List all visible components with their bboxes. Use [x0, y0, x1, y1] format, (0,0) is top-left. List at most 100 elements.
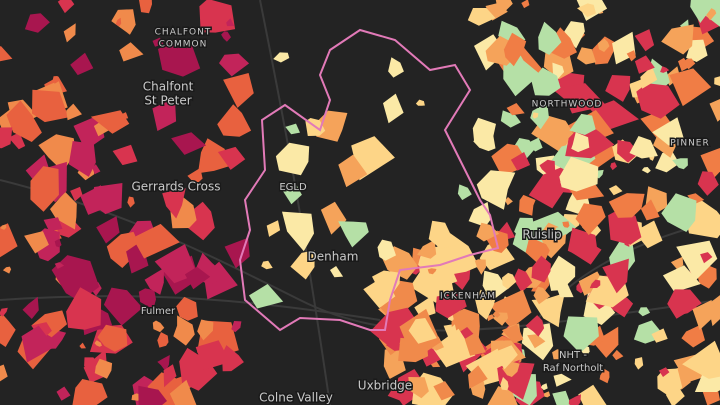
- land-patch: [530, 102, 549, 130]
- land-patch: [223, 73, 254, 108]
- land-patch: [629, 136, 658, 159]
- land-patch: [658, 367, 670, 377]
- land-patch: [617, 140, 639, 163]
- land-patch: [682, 58, 696, 70]
- land-patch: [636, 83, 680, 119]
- land-patch: [97, 324, 128, 352]
- land-patch: [669, 68, 712, 107]
- place-label: Raf Northolt: [543, 363, 603, 374]
- land-patch: [198, 138, 231, 174]
- land-patch: [0, 314, 16, 347]
- land-patch: [195, 340, 231, 370]
- land-patch: [626, 50, 636, 62]
- land-patch: [527, 334, 546, 349]
- land-patch: [514, 217, 535, 240]
- land-patch: [435, 291, 467, 319]
- land-patch: [634, 29, 655, 52]
- road: [0, 295, 381, 321]
- land-patch: [533, 286, 551, 305]
- land-patch: [602, 258, 629, 294]
- land-patch: [526, 137, 543, 152]
- land-patch: [634, 220, 663, 249]
- land-patch: [552, 349, 564, 360]
- land-patch: [608, 185, 623, 196]
- land-patch: [219, 53, 250, 77]
- land-patch: [687, 193, 705, 205]
- land-patch: [266, 220, 281, 237]
- land-patch: [474, 259, 486, 275]
- land-patch: [54, 262, 65, 269]
- land-patch: [152, 37, 164, 47]
- land-patch: [68, 141, 96, 177]
- place-label: Fulmer: [141, 306, 176, 317]
- place-label: NHT -: [559, 350, 587, 361]
- land-patch: [513, 268, 533, 293]
- land-patch: [119, 112, 129, 120]
- land-patch: [138, 385, 167, 405]
- land-patch: [571, 132, 590, 153]
- land-patch: [96, 216, 120, 244]
- land-patch: [690, 0, 712, 23]
- land-patch: [634, 357, 644, 370]
- road: [0, 179, 720, 332]
- land-patch: [569, 113, 596, 135]
- land-patch: [670, 256, 684, 270]
- place-label: Ruislip: [522, 228, 561, 242]
- land-patch: [531, 255, 551, 283]
- land-patch: [610, 162, 617, 171]
- land-patch: [676, 240, 718, 281]
- land-patch: [0, 223, 18, 258]
- land-patch: [226, 18, 235, 27]
- land-patch: [661, 193, 697, 232]
- land-patch: [608, 207, 642, 245]
- land-patch: [572, 238, 602, 265]
- place-label: Gerrards Cross: [132, 180, 221, 194]
- land-patch: [678, 57, 690, 72]
- land-patch: [531, 67, 561, 96]
- land-patch: [492, 311, 501, 318]
- land-patch: [487, 314, 495, 322]
- land-patch: [52, 76, 60, 84]
- land-patch: [54, 239, 62, 248]
- land-patch: [73, 115, 105, 151]
- land-patch: [408, 318, 437, 344]
- land-patch: [112, 144, 138, 166]
- land-patch: [176, 296, 198, 321]
- land-patch: [641, 167, 651, 174]
- land-patch: [547, 27, 577, 59]
- land-patch: [415, 99, 425, 106]
- land-patch: [132, 223, 180, 259]
- land-patch: [608, 193, 645, 218]
- land-patch: [179, 347, 218, 391]
- land-patch: [50, 191, 77, 230]
- land-patch: [521, 0, 530, 9]
- land-patch: [43, 217, 63, 232]
- land-patch: [66, 103, 82, 121]
- land-patch: [651, 328, 668, 343]
- place-label: Colne Valley: [259, 391, 333, 405]
- land-patch: [158, 41, 201, 77]
- land-patch: [540, 383, 548, 391]
- land-patch: [479, 238, 515, 271]
- land-patch: [388, 57, 404, 78]
- land-patch: [436, 263, 458, 287]
- land-patch: [700, 252, 713, 264]
- land-patch: [217, 104, 252, 137]
- place-label: ICKENHAM: [440, 292, 496, 302]
- land-patch: [94, 340, 102, 347]
- land-patch: [157, 355, 170, 372]
- land-patch: [290, 250, 315, 280]
- land-patch: [152, 320, 165, 333]
- land-patch: [552, 390, 571, 405]
- land-patch: [547, 255, 576, 291]
- land-patch: [432, 328, 476, 368]
- land-patch: [56, 386, 71, 401]
- land-patch: [106, 231, 142, 268]
- land-patch: [261, 260, 273, 270]
- land-patch: [0, 127, 13, 149]
- land-patch: [377, 239, 396, 261]
- boundary: [238, 28, 500, 332]
- place-label: PINNER: [670, 139, 710, 149]
- land-patch: [249, 284, 284, 309]
